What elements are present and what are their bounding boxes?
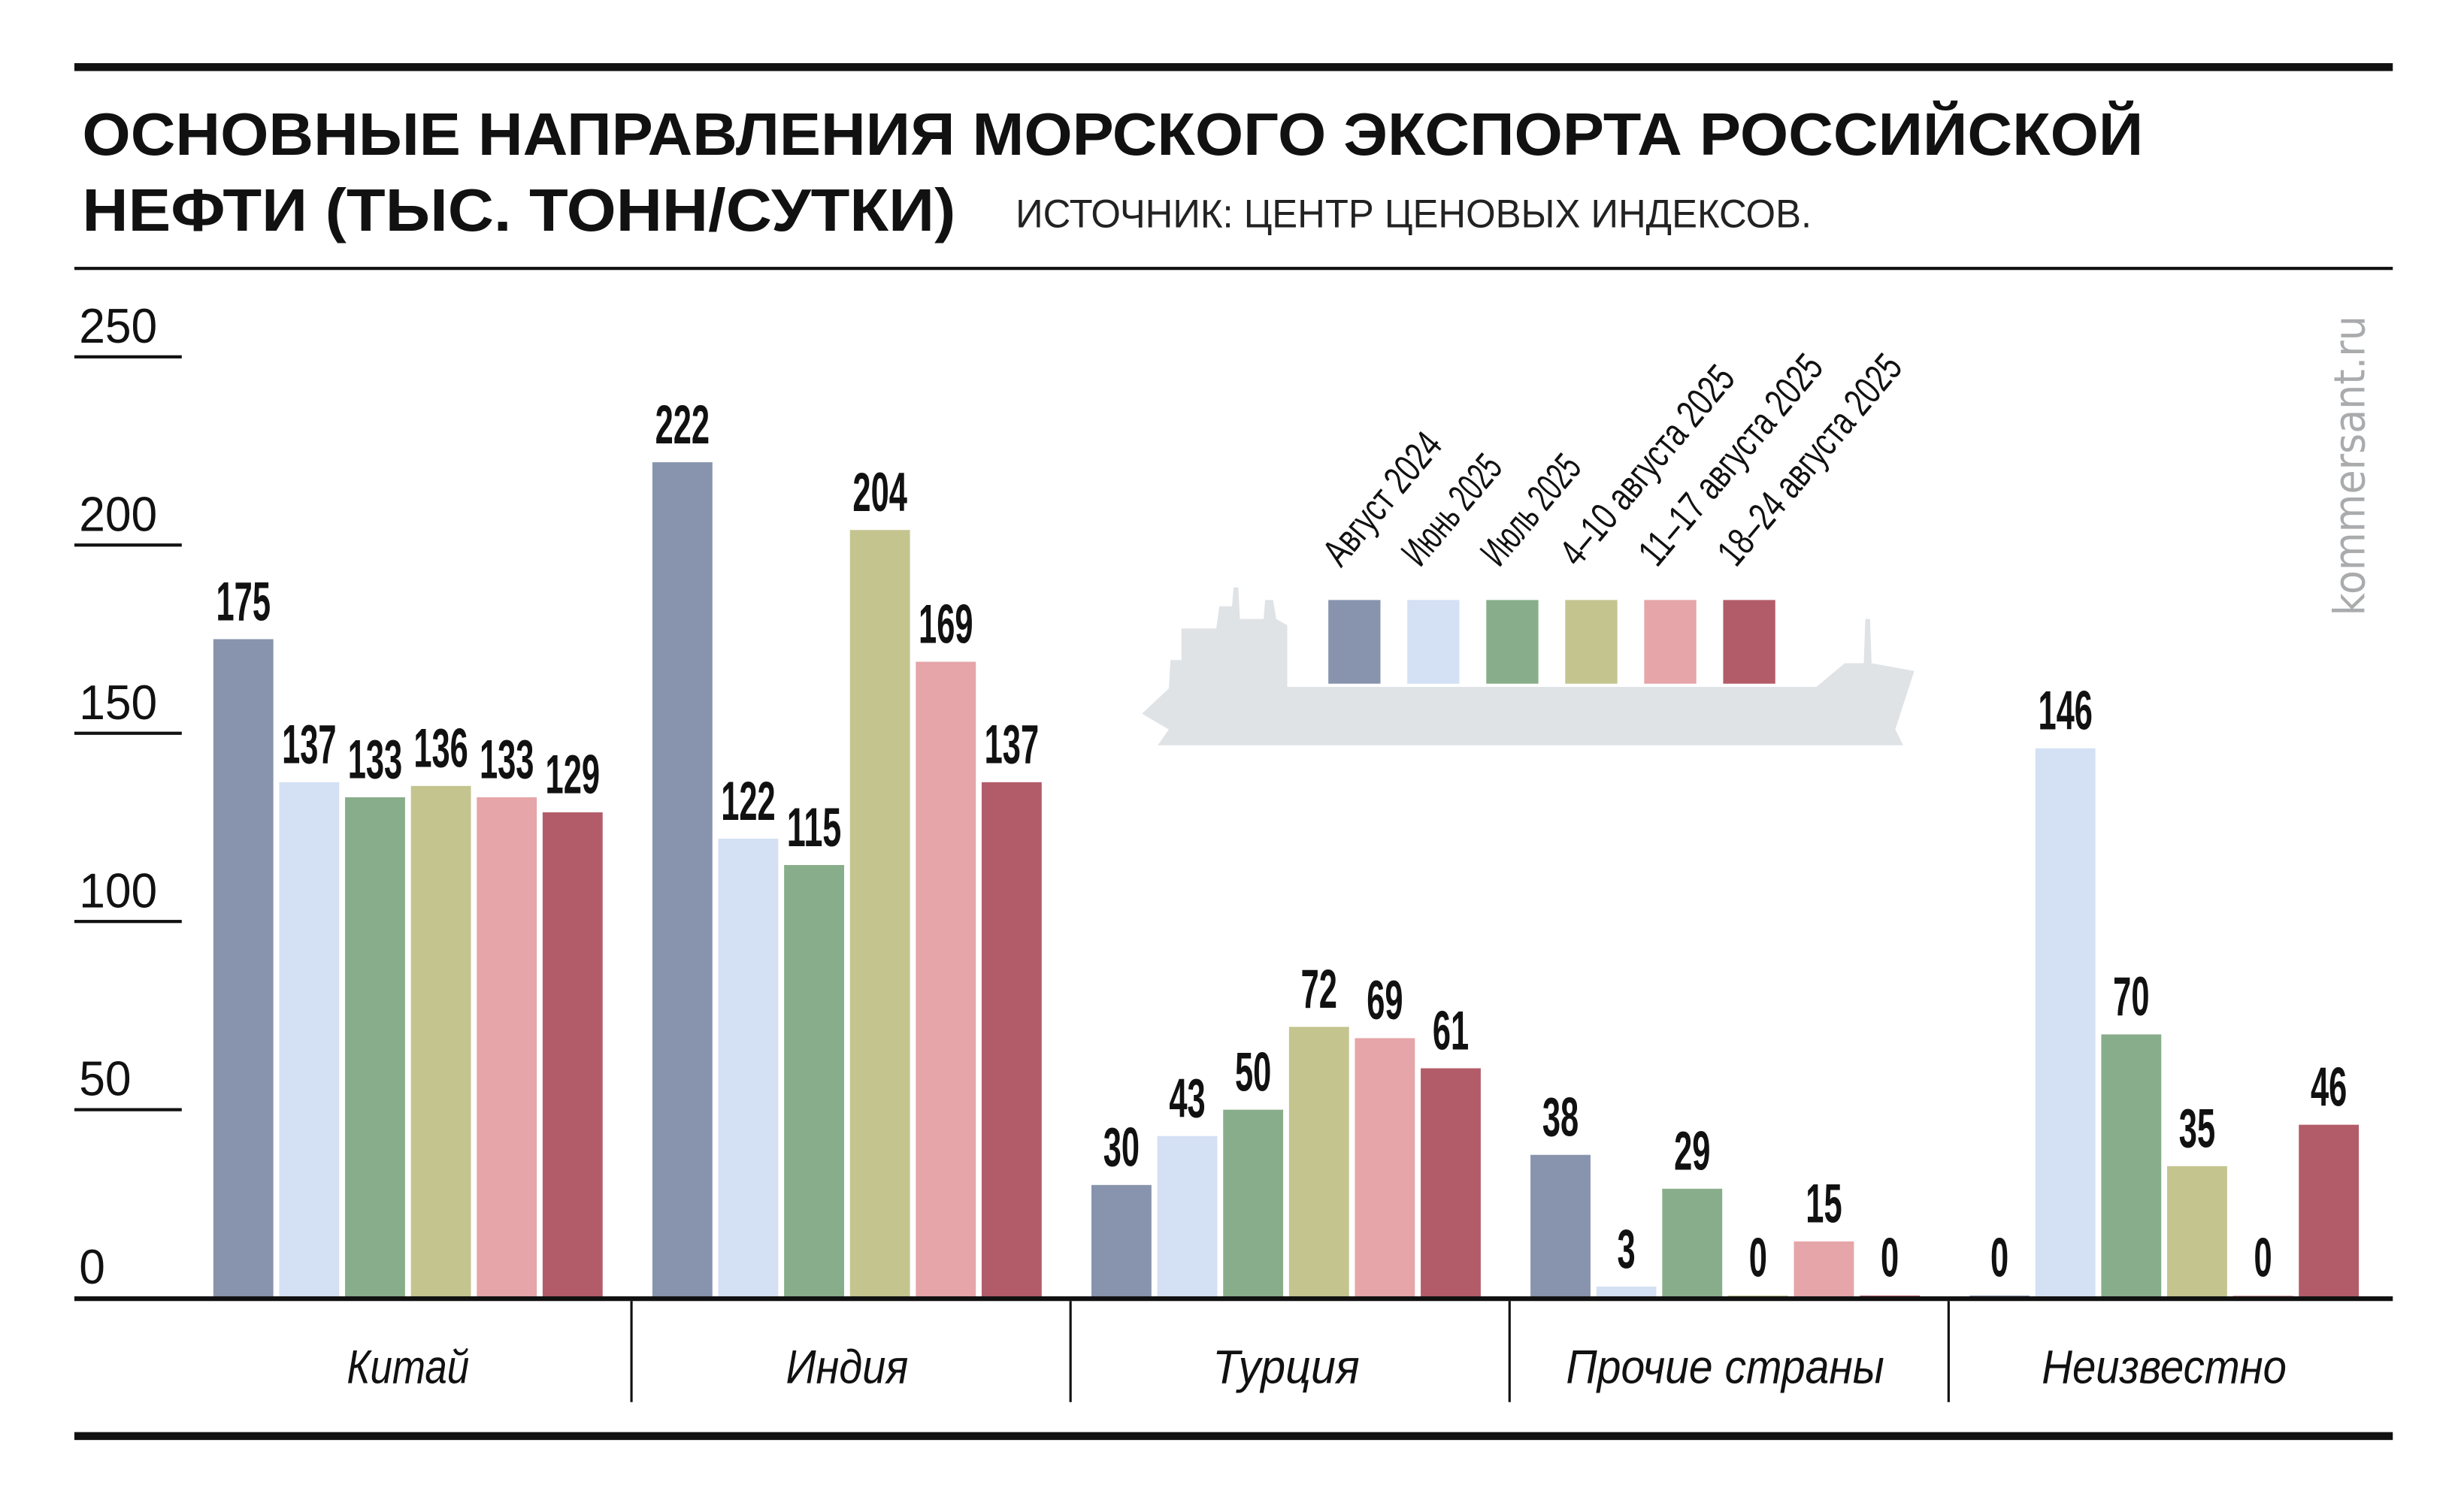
- bar-value-label: 70: [2113, 965, 2149, 1027]
- bar: [410, 785, 471, 1299]
- bar-value-label: 0: [1990, 1226, 2008, 1289]
- bar: [213, 639, 274, 1299]
- legend-swatch: [1644, 600, 1697, 684]
- group-divider: [1947, 1301, 1950, 1402]
- group-divider: [1508, 1301, 1511, 1402]
- bar: [2101, 1034, 2162, 1299]
- y-tick-label: 250: [79, 298, 157, 353]
- category-label: Прочие страны: [1566, 1341, 1884, 1394]
- y-tick-line: [74, 1108, 182, 1111]
- bar: [652, 462, 713, 1299]
- bar-value-label: 69: [1367, 969, 1403, 1031]
- header-rule: [74, 267, 2393, 271]
- bar-value-label: 137: [985, 713, 1039, 776]
- bar-value-label: 38: [1542, 1086, 1579, 1148]
- bar-value-label: 129: [546, 743, 600, 806]
- bar-value-label: 175: [216, 570, 270, 632]
- bar: [1596, 1287, 1657, 1299]
- group-divider: [1069, 1301, 1072, 1402]
- y-tick-label: 50: [79, 1051, 131, 1106]
- category-label: Китай: [347, 1341, 469, 1394]
- y-tick-label: 0: [79, 1239, 105, 1294]
- bar-value-label: 0: [2254, 1226, 2272, 1289]
- legend-swatch: [1565, 600, 1618, 684]
- bar-value-label: 115: [787, 796, 841, 858]
- legend-swatch: [1328, 600, 1381, 684]
- y-tick-line: [74, 355, 182, 358]
- bar-value-label: 169: [919, 592, 973, 655]
- bar: [1157, 1136, 1218, 1299]
- bar-value-label: 61: [1433, 999, 1469, 1061]
- x-axis-categories: Китай Индия Турция Прочие страны Неизвестно: [347, 1301, 2287, 1402]
- bar: [784, 865, 844, 1299]
- legend-swatch: [1407, 600, 1460, 684]
- brand-watermark: kommersant.ru: [2325, 316, 2375, 615]
- ship-icon: [1142, 587, 1915, 745]
- bar-value-label: 15: [1806, 1172, 1842, 1235]
- bar: [1223, 1109, 1284, 1299]
- bar: [1530, 1154, 1591, 1299]
- bar-value-label: 146: [2038, 679, 2092, 742]
- legend-swatch: [1723, 600, 1775, 684]
- bar: [2299, 1124, 2360, 1299]
- chart-title-line1: ОСНОВНЫЕ НАПРАВЛЕНИЯ МОРСКОГО ЭКСПОРТА Р…: [82, 100, 2143, 168]
- bar-value-label: 0: [1749, 1226, 1767, 1289]
- y-tick-label: 150: [79, 675, 157, 730]
- source-note: ИСТОЧНИК: ЦЕНТР ЦЕНОВЫХ ИНДЕКСОВ.: [1016, 192, 1812, 237]
- bar-value-label: 122: [721, 770, 775, 832]
- bar-value-label: 50: [1235, 1040, 1271, 1102]
- top-rule: [74, 63, 2393, 71]
- y-tick-line: [74, 920, 182, 924]
- bar-value-label: 35: [2179, 1097, 2215, 1160]
- y-tick-line: [74, 731, 182, 735]
- bar-value-label: 133: [348, 728, 402, 791]
- bar-value-label: 222: [655, 393, 710, 455]
- bar-value-label: 3: [1618, 1217, 1636, 1280]
- bar: [1091, 1184, 1152, 1299]
- bar-value-label: 136: [413, 717, 468, 779]
- bar-value-label: 133: [480, 728, 534, 791]
- bar: [1355, 1038, 1415, 1299]
- bar: [542, 812, 603, 1299]
- bar-value-label: 46: [2311, 1055, 2347, 1117]
- y-tick-label: 100: [79, 863, 157, 918]
- bar: [718, 838, 779, 1299]
- bar: [981, 782, 1042, 1299]
- bar-value-label: 137: [282, 713, 336, 776]
- bar: [477, 797, 537, 1299]
- category-label: Неизвестно: [2042, 1341, 2287, 1394]
- bar-value-label: 72: [1301, 957, 1337, 1020]
- bar: [1421, 1068, 1481, 1299]
- legend-swatch: [1486, 600, 1539, 684]
- category-label: Индия: [786, 1341, 908, 1394]
- y-tick-line: [74, 543, 182, 547]
- bar-value-label: 30: [1103, 1116, 1140, 1178]
- bottom-rule: [74, 1432, 2393, 1441]
- bar: [279, 782, 340, 1299]
- bar: [1662, 1188, 1723, 1299]
- bar-value-label: 204: [852, 461, 907, 523]
- y-tick-label: 200: [79, 486, 157, 541]
- bar-value-label: 29: [1674, 1120, 1710, 1182]
- bar: [916, 661, 976, 1299]
- bar: [1794, 1241, 1854, 1299]
- category-label: Турция: [1212, 1341, 1359, 1394]
- bar: [345, 797, 405, 1299]
- chart-title-line2: НЕФТИ (ТЫС. ТОНН/СУТКИ): [82, 177, 955, 243]
- bar: [849, 530, 910, 1299]
- bar-value-label: 43: [1169, 1066, 1205, 1129]
- y-axis: 0 50 100 150 200 250: [74, 298, 182, 1294]
- bar: [2035, 748, 2096, 1299]
- bar-value-label: 0: [1881, 1226, 1899, 1289]
- x-axis-line: [74, 1296, 2393, 1302]
- group-divider: [630, 1301, 633, 1402]
- bar: [2167, 1166, 2227, 1299]
- bar: [1288, 1027, 1349, 1299]
